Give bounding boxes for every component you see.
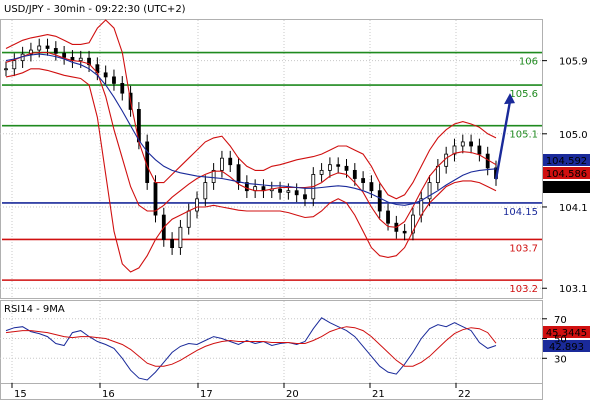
- level-label: 103.2: [509, 284, 538, 295]
- candle-body: [186, 210, 191, 228]
- moving-average-line: [5, 53, 497, 206]
- axis-layer: 15 16 17 20 21 22 103.1 104.1 105.0 105.9 30 50 70: [11, 57, 588, 400]
- candle-body: [120, 83, 125, 94]
- grid-layer: [0, 20, 542, 383]
- x-tick-label: 21: [372, 389, 385, 400]
- price-tag-label: 104.586: [546, 169, 587, 180]
- candle-body: [87, 57, 91, 66]
- candle-body: [236, 164, 241, 183]
- price-tag-box: [543, 167, 590, 179]
- candle-body: [170, 239, 175, 249]
- candle-body: [327, 164, 332, 171]
- candle-body: [361, 178, 366, 183]
- tag-layer: 104.592 104.586 104.443 45.3445 42.893: [543, 154, 590, 353]
- candle-body: [452, 145, 457, 155]
- candle-body: [460, 141, 465, 147]
- candle-body: [278, 188, 282, 193]
- bollinger-band-line: [5, 68, 497, 273]
- candle-body: [220, 157, 224, 171]
- candle-body: [228, 157, 233, 166]
- price-tag-label: 104.592: [546, 156, 587, 167]
- candle-body: [178, 226, 183, 249]
- candle-body: [78, 57, 83, 62]
- candle-body: [444, 153, 449, 167]
- rsi-tag-box: [543, 326, 590, 338]
- candle-body: [103, 72, 108, 78]
- series-layer: [4, 19, 515, 273]
- candle-body: [37, 45, 42, 51]
- candle-body: [211, 169, 216, 183]
- x-tick-label: 15: [14, 389, 27, 400]
- rsi-ma-line: [5, 326, 497, 367]
- rsi-line: [5, 317, 497, 381]
- rsi-layer: [5, 317, 497, 381]
- price-y-tick-label: 103.1: [559, 284, 588, 295]
- chart-title: USD/JPY - 30min - 09:22:30 (UTC+2): [4, 4, 186, 15]
- projection-arrow-shaft: [494, 100, 512, 180]
- level-layer: 106 105.6 105.1 104.15 103.7 103.2: [2, 51, 542, 295]
- candle-body: [12, 60, 17, 70]
- rsi-y-tick-label: 30: [554, 354, 567, 365]
- candle-body: [336, 164, 341, 167]
- price-tag-box: [543, 181, 590, 193]
- level-label: 105.1: [509, 130, 538, 141]
- rsi-title: RSI14 - 9MA: [4, 304, 65, 315]
- candle-body: [53, 48, 58, 54]
- candle-body: [477, 145, 482, 155]
- projection-arrow-head: [504, 93, 515, 105]
- candle-body: [402, 230, 407, 234]
- price-y-tick-label: 104.1: [559, 203, 588, 214]
- price-pane-frame: [0, 19, 543, 299]
- rsi-tag-label: 45.3445: [546, 328, 587, 339]
- candle-body: [29, 49, 33, 55]
- candle-body: [286, 190, 291, 193]
- candle-body: [112, 76, 116, 84]
- candle-body: [45, 45, 50, 49]
- rsi-y-tick-label: 70: [554, 315, 567, 326]
- candle-body: [427, 182, 432, 200]
- level-label: 104.15: [503, 207, 538, 218]
- level-label: 103.7: [509, 243, 538, 254]
- bollinger-band-line: [5, 51, 497, 228]
- candle-body: [203, 182, 208, 200]
- price-tag-box: [543, 154, 590, 166]
- x-tick-label: 17: [200, 389, 213, 400]
- rsi-tag-label: 42.893: [549, 342, 584, 353]
- candle-body: [319, 169, 324, 175]
- price-y-tick-label: 105.9: [559, 57, 588, 68]
- candle-body: [4, 68, 8, 71]
- rsi-y-tick-label: 50: [554, 335, 567, 346]
- candle-body: [303, 194, 307, 200]
- candle-body: [344, 165, 349, 171]
- candle-body: [244, 182, 249, 192]
- rsi-tag-box: [543, 340, 590, 352]
- candle-body: [195, 198, 199, 212]
- price-tag-label: 104.443: [546, 183, 587, 194]
- candle-body: [62, 52, 67, 58]
- candle-body: [294, 190, 299, 196]
- level-label: 106: [519, 57, 538, 68]
- candle-body: [411, 214, 415, 234]
- candle-body: [377, 190, 382, 212]
- candle-body: [386, 210, 390, 224]
- level-label: 105.6: [509, 89, 538, 100]
- x-tick-label: 22: [458, 389, 471, 400]
- candle-body: [369, 182, 374, 192]
- candle-body: [352, 169, 357, 179]
- x-tick-label: 16: [102, 389, 115, 400]
- bollinger-band-line: [5, 19, 497, 200]
- x-tick-label: 20: [286, 389, 299, 400]
- candle-body: [435, 165, 440, 183]
- price-y-tick-label: 105.0: [559, 130, 588, 141]
- candle-body: [469, 141, 473, 147]
